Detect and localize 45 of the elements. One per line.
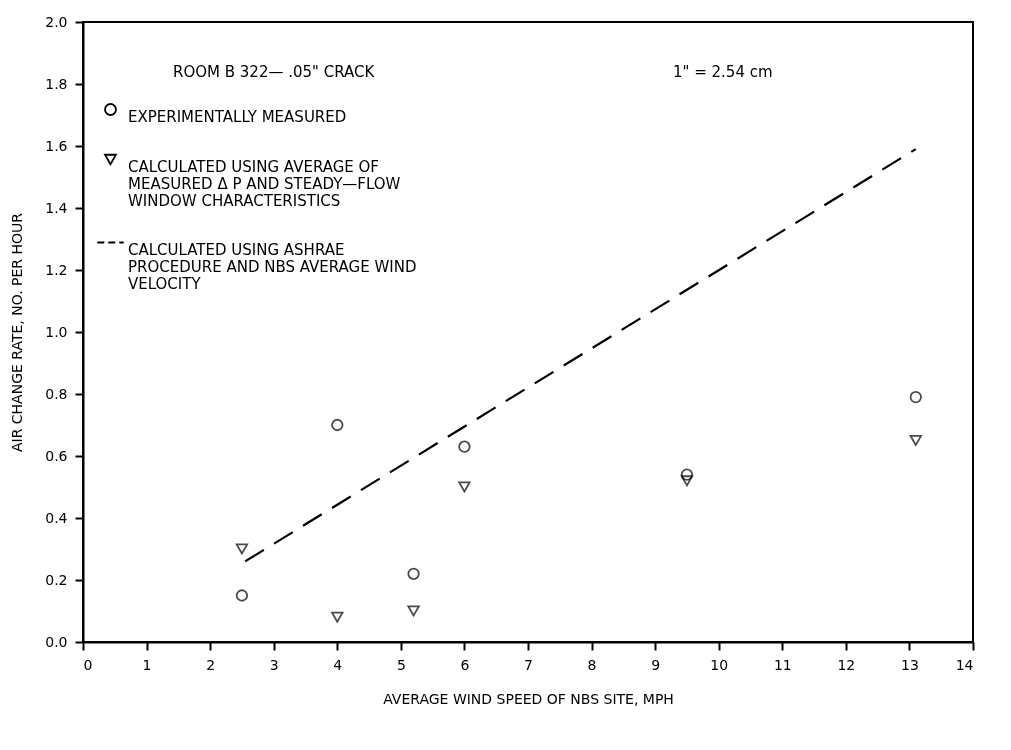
x-tick-label: 4 [333,656,343,673]
x-tick-label: 14 [955,656,974,673]
point [235,543,249,555]
x-tick-label: 2 [206,656,216,673]
x-tick-label: 5 [396,656,406,673]
x-tick-label: 0 [83,656,93,673]
y-tick-label: 0.8 [45,385,68,402]
x-axis-title: AVERAGE WIND SPEED OF NBS SITE, MPH [383,690,674,707]
point [909,390,922,404]
y-tick-label: 2.0 [45,13,68,30]
point [909,435,922,446]
x-tick-label: 3 [269,656,279,673]
annotation: 1" = 2.54 cm [673,63,773,81]
x-tick-label: 13 [901,656,919,673]
point [407,567,420,580]
legend-label: CALCULATED USING ASHRAE PROCEDURE AND NBS AVERAGE WIND VELOCITY [128,240,417,293]
point [407,605,420,617]
y-tick-label: 0.4 [45,509,68,526]
point [458,440,471,453]
point [331,611,344,623]
x-tick-label: 11 [773,656,792,673]
y-tick-label: 1.6 [45,137,68,154]
legend-label: CALCULATED USING AVERAGE OF MEASURED Δ P AND STEADY—FLOW WINDOW CHARACTERISTICS [128,157,401,210]
y-tick-label: 1.2 [45,261,68,278]
y-tick-label: 0.2 [45,571,68,588]
point [680,475,694,487]
x-tick-label: 12 [837,656,856,673]
y-tick-label: 0.0 [45,633,68,650]
y-tick-label: 0.6 [45,447,68,464]
x-tick-label: 10 [710,656,729,673]
point [331,418,344,432]
x-tick-label: 1 [142,656,152,673]
x-tick-label: 6 [460,656,470,673]
x-tick-label: 9 [651,656,661,673]
x-tick-label: 7 [524,656,533,673]
point [458,481,471,493]
legend-label: EXPERIMENTALLY MEASURED [128,107,347,126]
y-tick-label: 1.0 [45,323,68,340]
y-axis-title: AIR CHANGE RATE, NO. PER HOUR [9,212,26,453]
point [680,468,694,481]
y-tick-label: 1.4 [45,199,68,216]
y-tick-label: 1.8 [45,75,68,92]
x-tick-label: 8 [587,656,597,673]
annotation: ROOM B 322— .05" CRACK [173,63,376,81]
point [235,589,249,602]
